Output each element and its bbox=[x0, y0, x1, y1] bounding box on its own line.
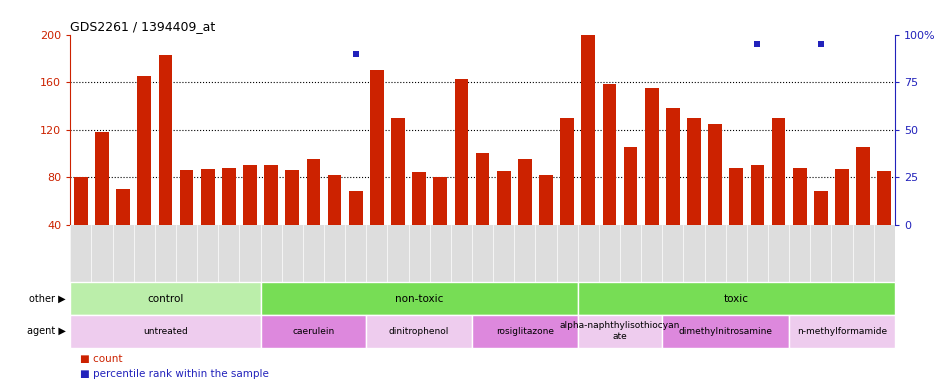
Text: agent ▶: agent ▶ bbox=[27, 326, 66, 336]
Bar bbox=[686, 118, 700, 272]
Bar bbox=[412, 172, 426, 272]
Bar bbox=[834, 169, 848, 272]
Bar bbox=[538, 175, 552, 272]
Bar bbox=[370, 70, 384, 272]
Bar bbox=[472, 315, 578, 348]
Text: ■ count: ■ count bbox=[80, 354, 122, 364]
Bar bbox=[580, 35, 594, 272]
Bar bbox=[602, 84, 616, 272]
Point bbox=[411, 0, 426, 3]
Point bbox=[327, 3, 342, 9]
Point bbox=[73, 13, 88, 19]
Bar bbox=[578, 282, 894, 315]
Bar bbox=[856, 147, 869, 272]
Bar bbox=[116, 189, 130, 272]
Bar bbox=[644, 88, 658, 272]
Text: GDS2261 / 1394409_at: GDS2261 / 1394409_at bbox=[70, 20, 215, 33]
Bar bbox=[366, 315, 472, 348]
Text: caerulein: caerulein bbox=[292, 327, 334, 336]
Text: ■ percentile rank within the sample: ■ percentile rank within the sample bbox=[80, 369, 269, 379]
Bar bbox=[433, 177, 446, 272]
Text: dinitrophenol: dinitrophenol bbox=[388, 327, 449, 336]
Point bbox=[115, 26, 130, 32]
Text: other ▶: other ▶ bbox=[29, 293, 66, 304]
Point bbox=[432, 28, 447, 34]
Bar bbox=[95, 132, 109, 272]
Bar bbox=[180, 170, 193, 272]
Bar bbox=[264, 165, 278, 272]
Point bbox=[728, 26, 743, 32]
Point bbox=[538, 3, 553, 9]
Bar bbox=[158, 55, 172, 272]
Bar bbox=[475, 153, 489, 272]
Bar bbox=[242, 165, 256, 272]
Bar bbox=[138, 76, 151, 272]
Point bbox=[221, 0, 236, 3]
Bar bbox=[260, 315, 366, 348]
Bar bbox=[750, 165, 764, 272]
Bar bbox=[792, 168, 806, 272]
Text: rosiglitazone: rosiglitazone bbox=[495, 327, 553, 336]
Bar bbox=[813, 191, 826, 272]
Point bbox=[749, 41, 764, 47]
Bar bbox=[285, 170, 299, 272]
Bar bbox=[306, 159, 320, 272]
Point bbox=[812, 41, 827, 47]
Bar bbox=[222, 168, 236, 272]
Text: alpha-naphthylisothiocyan
ate: alpha-naphthylisothiocyan ate bbox=[559, 321, 680, 341]
Text: dimethylnitrosamine: dimethylnitrosamine bbox=[678, 327, 772, 336]
Bar bbox=[260, 282, 578, 315]
Bar bbox=[348, 191, 362, 272]
Bar bbox=[518, 159, 531, 272]
Bar bbox=[454, 78, 468, 272]
Bar bbox=[623, 147, 636, 272]
Bar bbox=[70, 315, 260, 348]
Bar bbox=[708, 124, 722, 272]
Text: untreated: untreated bbox=[143, 327, 187, 336]
Bar bbox=[578, 315, 662, 348]
Bar bbox=[390, 118, 404, 272]
Bar bbox=[70, 282, 260, 315]
Point bbox=[263, 0, 278, 5]
Bar bbox=[200, 169, 214, 272]
Bar bbox=[788, 315, 894, 348]
Bar bbox=[662, 315, 788, 348]
Point bbox=[876, 13, 891, 19]
Point bbox=[348, 51, 363, 57]
Bar bbox=[496, 171, 510, 272]
Point bbox=[791, 3, 806, 9]
Bar bbox=[728, 168, 742, 272]
Bar bbox=[560, 118, 574, 272]
Bar bbox=[74, 177, 88, 272]
Bar bbox=[876, 171, 890, 272]
Text: non-toxic: non-toxic bbox=[394, 293, 443, 304]
Bar bbox=[328, 175, 341, 272]
Text: toxic: toxic bbox=[723, 293, 748, 304]
Text: control: control bbox=[147, 293, 183, 304]
Text: n-methylformamide: n-methylformamide bbox=[796, 327, 886, 336]
Bar bbox=[665, 108, 679, 272]
Bar bbox=[771, 118, 784, 272]
Point bbox=[496, 0, 511, 5]
